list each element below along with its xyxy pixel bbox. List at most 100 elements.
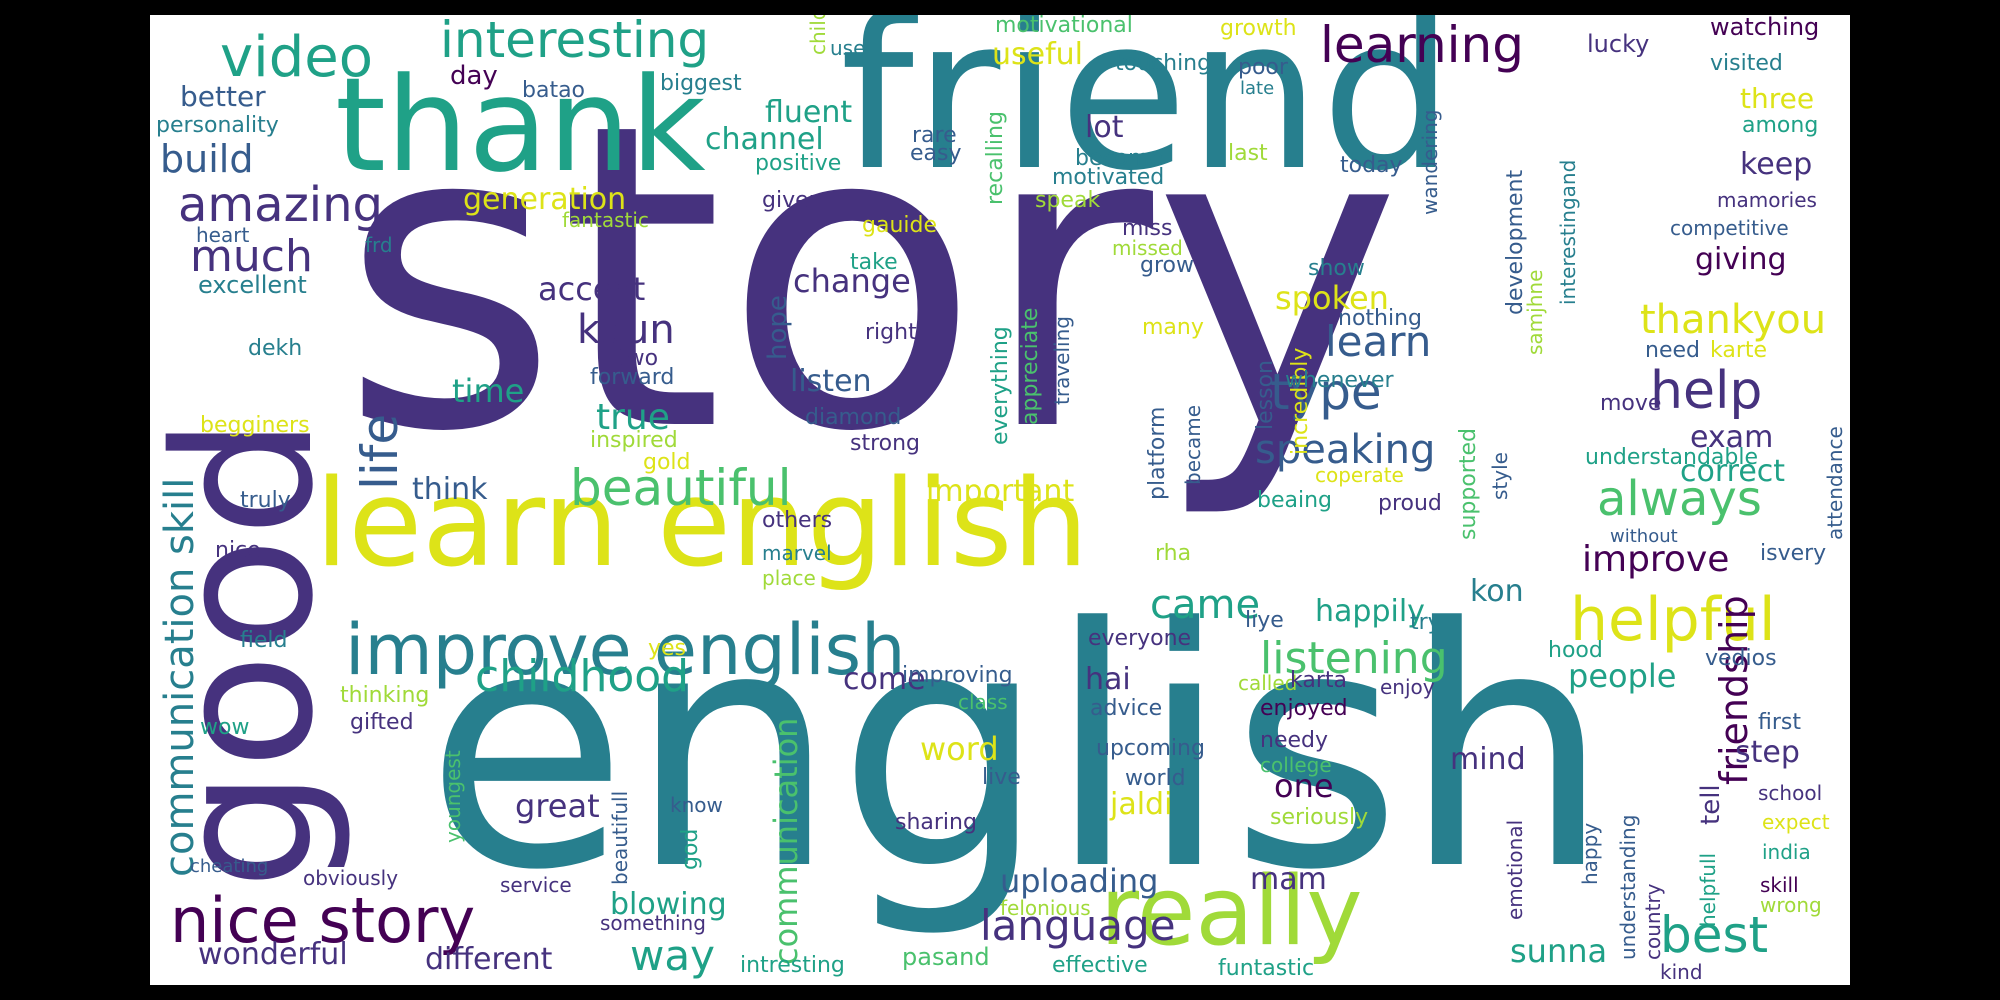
word-among: among [1742, 113, 1819, 138]
word-competitive: competitive [1670, 216, 1789, 240]
word-visited: visited [1710, 51, 1783, 76]
word-speak: speak [1035, 188, 1101, 213]
word-easy: easy [910, 141, 962, 166]
word-friend: friend [840, 15, 1455, 217]
word-mam: mam [1250, 862, 1327, 897]
word-listen: listen [790, 364, 872, 399]
word-two: two [618, 346, 659, 371]
word-wrong: wrong [1760, 893, 1822, 917]
word-one: one [1274, 767, 1334, 805]
word-nothing: nothing [1338, 306, 1422, 331]
word-improving: improving [902, 663, 1013, 688]
word-touching: touching [1115, 51, 1212, 76]
word-type: type [1270, 363, 1382, 421]
word-needy: needy [1260, 728, 1328, 753]
word-live: live [982, 765, 1021, 790]
word-positive: positive [755, 151, 842, 176]
word-sharing: sharing [895, 810, 977, 835]
word-english-big: english [425, 558, 1612, 942]
word-field: field [240, 628, 288, 653]
word-expect: expect [1762, 810, 1830, 834]
word-obviously: obviously [303, 866, 399, 890]
word-last: last [1228, 141, 1268, 166]
word-build: build [160, 137, 254, 181]
word-hope: hope [763, 295, 793, 360]
word-best: best [1660, 906, 1769, 964]
word-traveling: traveling [1050, 316, 1074, 405]
word-time: time [452, 372, 525, 410]
word-step: step [1735, 735, 1800, 770]
word-motivated: motivated [1052, 165, 1165, 190]
word-beautiful: beautiful [570, 459, 792, 517]
word-everything: everything [988, 326, 1013, 445]
word-come: come [843, 662, 926, 697]
word-felonious: felonious [1000, 896, 1091, 920]
word-isvery: isvery [1760, 541, 1827, 566]
word-whenever: whenever [1285, 368, 1394, 393]
word-supported: supported [1456, 428, 1481, 540]
word-correct: correct [1680, 454, 1786, 489]
word-gifted: gifted [350, 710, 414, 735]
word-late: late [1240, 78, 1275, 99]
word-lesson: lesson [1253, 360, 1278, 430]
word-liye: liye [1245, 608, 1284, 633]
word-become: become [1075, 146, 1164, 171]
word-blowing: blowing [610, 887, 727, 922]
word-video: video [220, 25, 373, 90]
word-cheating: cheating [190, 856, 269, 877]
word-skill: skill [1760, 873, 1799, 897]
word-really: really [1100, 857, 1363, 967]
word-karta: karta [1290, 668, 1347, 693]
word-attendance: attendance [1823, 426, 1847, 540]
word-class: class [958, 690, 1008, 714]
word-begginers: begginers [200, 413, 310, 438]
word-world: world [1125, 766, 1186, 791]
word-show: show [1308, 256, 1365, 281]
word-cloud: story english friend thank good learn en… [150, 15, 1850, 985]
word-people: people [1568, 657, 1677, 695]
word-learn-english: learn english [315, 455, 1089, 594]
word-rare: rare [912, 123, 957, 148]
word-wandering: wandering [1418, 109, 1442, 215]
word-three: three [1740, 82, 1815, 115]
word-use: use [830, 36, 866, 60]
word-interestingand: interestingand [1556, 159, 1580, 305]
word-thinking: thinking [340, 683, 430, 708]
word-useful: useful [992, 37, 1084, 72]
word-everyone: everyone [1088, 626, 1192, 651]
word-always: always [1597, 471, 1762, 527]
word-god: god [678, 828, 703, 870]
word-intresting: intresting [740, 953, 845, 978]
word-giving: giving [1695, 242, 1787, 277]
word-wow: wow [200, 715, 250, 740]
word-platform: platform [1145, 406, 1170, 500]
word-kon: kon [1470, 574, 1524, 609]
word-recalling: recalling [983, 111, 1008, 205]
word-grow: grow [1140, 253, 1194, 278]
word-fantastic: fantastic [562, 208, 649, 232]
word-true: true [596, 397, 670, 438]
word-important: important [926, 474, 1075, 509]
word-something: something [600, 911, 706, 935]
word-wonderful: wonderful [198, 937, 348, 972]
word-lot: lot [1085, 110, 1124, 145]
word-thankyou: thankyou [1640, 297, 1827, 343]
word-truly: truly [240, 488, 291, 513]
word-tell: tell [1696, 784, 1726, 825]
word-know: know [670, 793, 723, 817]
word-mamories: mamories [1717, 188, 1817, 212]
word-growth: growth [1220, 16, 1297, 41]
word-generation: generation [463, 182, 627, 217]
word-communication-skill: communication skill [157, 477, 203, 877]
word-learn: learn [1325, 317, 1432, 366]
word-first: first [1758, 710, 1801, 735]
word-exam: exam [1690, 420, 1774, 455]
word-inspired: inspired [590, 428, 678, 453]
word-amazing: amazing [178, 177, 384, 233]
word-motivational: motivational [995, 15, 1133, 38]
word-personality: personality [156, 113, 279, 138]
word-india: india [1762, 840, 1811, 864]
word-mind: mind [1450, 742, 1526, 777]
word-upcoming: upcoming [1096, 736, 1205, 761]
word-interesting: interesting [440, 15, 710, 69]
